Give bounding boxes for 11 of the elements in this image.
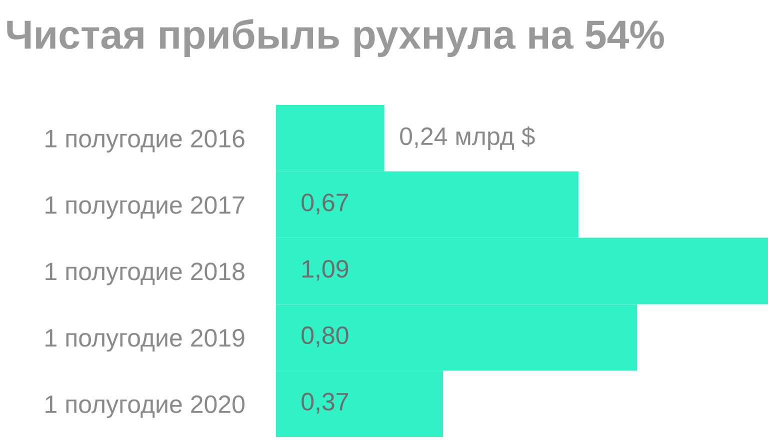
y-tick-label: 1 полугодие 2020	[46, 395, 244, 418]
y-tick-label: 1 полугодие 2017	[46, 196, 244, 219]
data-label: 1,09	[302, 260, 348, 281]
y-tick-label: 1 полугодие 2019	[46, 329, 244, 352]
chart-title: Чистая прибыль рухнула на 54%	[7, 19, 664, 57]
y-tick-label: 1 полугодие 2016	[46, 130, 244, 152]
data-label: 0,37	[302, 392, 348, 414]
y-tick-label: 1 полугодие 2018	[46, 262, 244, 286]
data-label: 0,67	[302, 194, 348, 214]
data-label: 0,80	[302, 326, 348, 348]
data-label: 0,24 млрд $	[400, 126, 535, 150]
